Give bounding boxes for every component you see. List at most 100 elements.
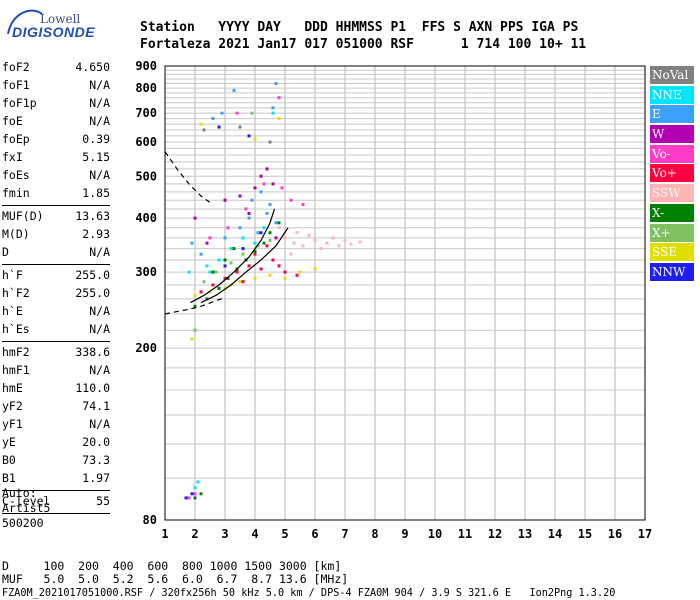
param-key: B0 [2, 453, 16, 467]
data-point-x [250, 111, 254, 115]
y-tick-label: 200 [135, 341, 157, 355]
data-point-x [193, 328, 197, 332]
data-point-vo [253, 252, 257, 256]
data-point-sse [313, 267, 317, 271]
param-key: fxI [2, 150, 23, 164]
x-tick-label: 17 [638, 527, 652, 541]
param-key: MUF(D) [2, 209, 44, 223]
data-point-sse [199, 122, 203, 126]
data-point-vo [247, 264, 251, 268]
data-point-x [211, 270, 215, 274]
data-point-nne [187, 270, 191, 274]
param-row: yE 20.0 [2, 433, 110, 451]
logo-product: DIGISONDE [12, 24, 96, 40]
params-group-confidence: C-level 55 [2, 492, 110, 510]
param-key: D [2, 245, 9, 259]
param-row: foF1p N/A [2, 94, 110, 112]
data-point-w [265, 167, 269, 171]
data-point-vo [235, 111, 239, 115]
o-trace-line [190, 208, 276, 304]
data-point-vo [208, 236, 212, 240]
data-point-e [274, 221, 278, 225]
data-point-vo [187, 496, 191, 500]
param-row: C-level 55 [2, 492, 110, 510]
plot-frame [164, 65, 646, 521]
y-tick-label: 800 [135, 81, 157, 95]
data-point-sse [283, 276, 287, 280]
param-key: h`F2 [2, 286, 30, 300]
data-point-nne [271, 111, 275, 115]
y-tick-label: 600 [135, 135, 157, 149]
data-point-vo [283, 270, 287, 274]
param-key: h`F [2, 268, 23, 282]
data-point-ssw [292, 241, 296, 245]
param-row: h`Es N/A [2, 320, 110, 338]
data-point-noval [268, 140, 272, 144]
param-value: N/A [89, 322, 110, 336]
data-point-vo [244, 207, 248, 211]
data-point-sse [268, 273, 272, 277]
data-point-ssw [283, 236, 287, 240]
x-tick-label: 11 [458, 527, 472, 541]
param-key: hmF1 [2, 363, 30, 377]
data-point-ssw [319, 247, 323, 251]
header-row-1: Station YYYY DAY DDD HHMMSS P1 FFS S AXN… [140, 20, 579, 35]
data-point-x [229, 261, 233, 265]
data-point-ssw [295, 231, 299, 235]
x-trace-line [200, 227, 289, 304]
data-point-x [217, 286, 221, 290]
param-row: foF2 4.650 [2, 58, 110, 76]
x-tick-label: 5 [281, 527, 288, 541]
data-point-w [238, 194, 242, 198]
param-value: 1.97 [82, 471, 110, 485]
data-point-x [241, 252, 245, 256]
logo-arc-icon [7, 9, 43, 35]
data-point-ssw [358, 240, 362, 244]
data-point-e [220, 111, 224, 115]
divider [2, 490, 110, 492]
data-point-sse [253, 276, 257, 280]
data-point-x [268, 238, 272, 242]
legend-item-w: W [650, 125, 694, 144]
data-point-vo [277, 96, 281, 100]
data-point-ssw [337, 244, 341, 248]
data-point-nne [208, 270, 212, 274]
legend-item-sse: SSE [650, 243, 694, 262]
data-point-sse [193, 293, 197, 297]
data-point-sse [277, 117, 281, 121]
param-row: yF1 N/A [2, 415, 110, 433]
param-key: foF1p [2, 96, 37, 110]
data-point-vo [262, 182, 266, 186]
data-point-e [259, 190, 263, 194]
data-point-vo [211, 283, 215, 287]
param-row: D N/A [2, 243, 110, 261]
x-tick-label: 2 [191, 527, 198, 541]
data-point-nne [205, 264, 209, 268]
y-tick-label: 700 [135, 106, 157, 120]
param-row: h`F 255.0 [2, 266, 110, 284]
param-key: M(D) [2, 227, 30, 241]
logo-company: Lowell [40, 12, 81, 26]
footer-file-info: FZA0M_2021017051000.RSF / 320fx256h 50 k… [2, 588, 616, 599]
data-point-vo [241, 280, 245, 284]
param-key: yF2 [2, 399, 23, 413]
x-tick-label: 15 [578, 527, 592, 541]
param-key: yE [2, 435, 16, 449]
y-tick-label: 900 [135, 59, 157, 73]
param-key: hmE [2, 381, 23, 395]
param-key: foF2 [2, 60, 30, 74]
param-key: yF1 [2, 417, 23, 431]
data-point-w [274, 236, 278, 240]
param-value: 20.0 [82, 435, 110, 449]
data-point-e [274, 81, 278, 85]
x-tick-label: 16 [608, 527, 622, 541]
y-tick-label: 80 [143, 513, 157, 527]
data-point-x [202, 280, 206, 284]
data-point-ssw [349, 242, 353, 246]
data-point-vo [301, 203, 305, 207]
x-tick-label: 8 [371, 527, 378, 541]
param-row: hmF2 338.6 [2, 343, 110, 361]
data-point-nnw [247, 134, 251, 138]
y-tick-label: 300 [135, 265, 157, 279]
data-point-w [193, 216, 197, 220]
